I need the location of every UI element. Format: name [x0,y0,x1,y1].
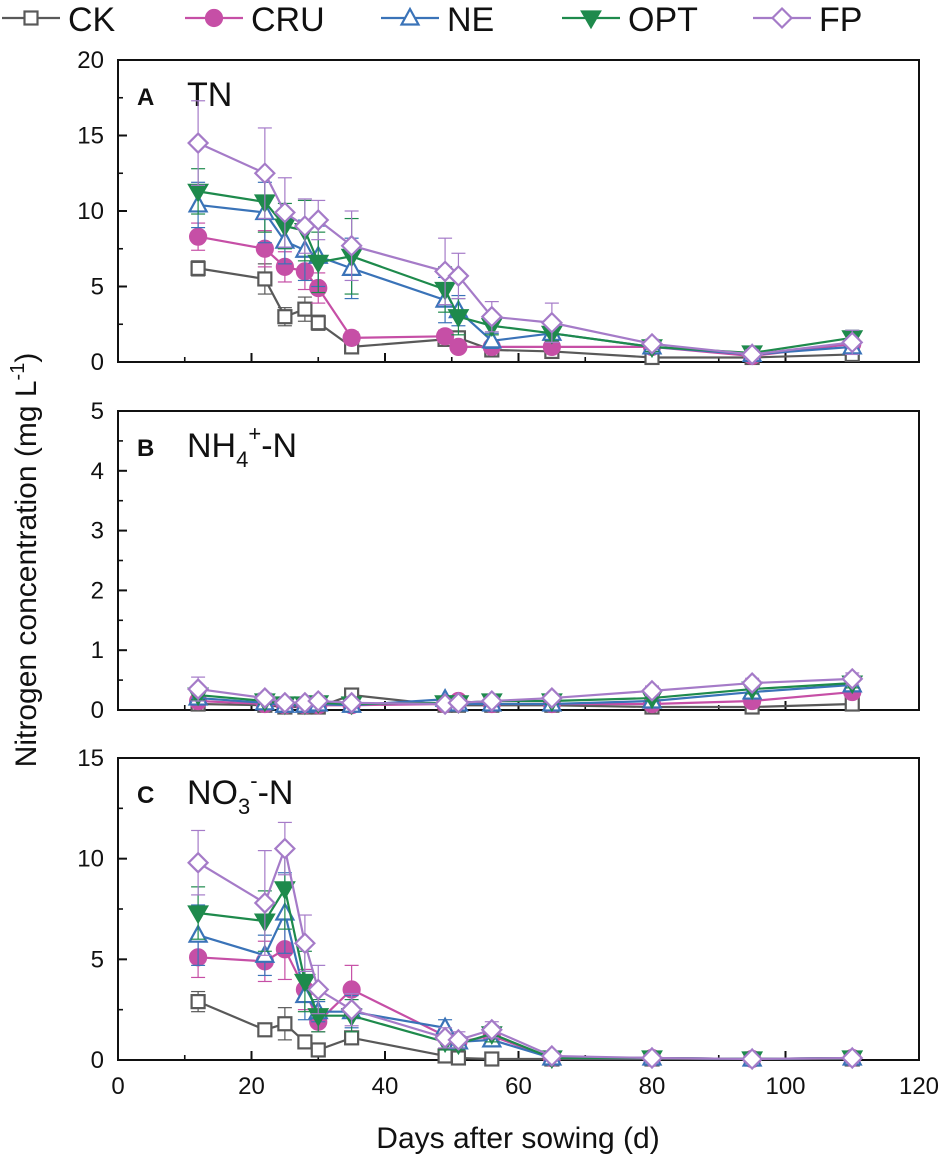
data-point [450,339,466,355]
legend-marker [402,9,419,25]
series-line [198,849,852,1059]
y-tick-label: 5 [91,274,104,301]
legend-label: FP [819,1,862,39]
y-tick-label: 1 [91,637,104,664]
data-point [437,328,453,344]
panel-title-main: NO [187,774,238,812]
legend-item-opt: OPT [562,1,698,39]
panel-c: 0 5 10 15 0 20 40 60 80 100 120 C NO3--N [77,745,939,1100]
panel-title-suffix: -N [258,774,294,812]
y-tick-label: 4 [91,458,104,485]
series-line [198,237,852,356]
data-point [189,853,208,872]
series-line [198,949,852,1059]
plot-frame [118,60,919,362]
panel-title-main: NH [187,427,236,465]
panel-letter: B [137,435,154,462]
legend-label: CK [68,1,116,39]
data-point [192,262,205,275]
y-tick-label: 5 [91,398,104,425]
data-point [190,229,206,245]
data-point [276,882,294,898]
legend-marker [206,10,222,26]
panel-title: NO3--N [187,768,293,819]
data-point [255,164,274,183]
series-line [198,268,852,357]
series-line [198,143,852,354]
panel-a: 0 5 10 15 20 A TN [77,47,919,376]
y-tick-label: 15 [77,745,104,772]
legend-item-ck: CK [2,1,116,39]
legend-label: OPT [628,1,698,39]
data-point [485,1052,498,1065]
data-point [278,310,291,323]
y-tick-label: 20 [77,47,104,74]
x-tick-label: 20 [238,1073,265,1100]
nitrogen-concentration-figure: CK CRU NE OPT FP 05101520A TN012345B NH4+-N051… [0,0,945,1159]
y-tick-label: 0 [91,1047,104,1074]
data-point [344,330,360,346]
series-fp [189,101,862,364]
x-tick-label: 100 [765,1073,805,1100]
y-axis-title-sup: -1 [7,363,29,381]
panel-title-suffix: -N [261,427,297,465]
panel-title-main: TN [187,76,232,114]
data-point [298,303,311,316]
legend: CK CRU NE OPT FP [2,1,862,39]
panel-letter: C [137,782,154,809]
y-tick-label: 10 [77,846,104,873]
y-tick-label: 15 [77,123,104,150]
panel-title-sub: 3 [238,794,250,819]
panel-title: NH4+-N [187,421,297,472]
legend-marker [773,9,792,28]
y-axis-title-main: Nitrogen concentration (mg L [10,380,43,767]
data-point [192,995,205,1008]
x-tick-label: 40 [372,1073,399,1100]
legend-label: CRU [251,1,325,39]
data-point [275,839,294,858]
data-point [258,272,271,285]
legend-marker [582,12,600,28]
data-point [189,134,208,153]
data-point [312,316,325,329]
legend-item-cru: CRU [185,1,325,39]
y-axis-title: Nitrogen concentration (mg L-1) [7,353,43,768]
y-axis-title-tail: ) [10,353,43,363]
legend-item-ne: NE [381,1,494,39]
data-point [278,1017,291,1030]
legend-marker [25,12,38,25]
x-tick-label: 80 [639,1073,666,1100]
legend-item-fp: FP [753,1,862,39]
series-ne [190,873,861,1066]
panel-title: TN [187,76,232,114]
y-tick-label: 5 [91,946,104,973]
data-point [298,1035,311,1048]
y-tick-label: 3 [91,518,104,545]
x-tick-label: 0 [111,1073,124,1100]
x-tick-label: 120 [899,1073,939,1100]
panels: 05101520A TN012345B NH4+-N0510150 20 40 60 80 1… [77,47,939,1100]
y-tick-label: 2 [91,577,104,604]
legend-label: NE [447,1,494,39]
panel-letter: A [137,84,154,111]
panel-title-sub: 4 [236,447,248,472]
data-point [312,1043,325,1056]
data-point [345,1031,358,1044]
x-axis-title: Days after sowing (d) [376,1122,659,1155]
panel-title-sup: - [250,768,257,793]
y-tick-label: 0 [91,349,104,376]
panel-title-sup: + [248,421,261,446]
series-line [198,913,852,1059]
x-tick-label: 60 [505,1073,532,1100]
data-point [258,1023,271,1036]
y-tick-label: 0 [91,697,104,724]
y-tick-label: 10 [77,198,104,225]
